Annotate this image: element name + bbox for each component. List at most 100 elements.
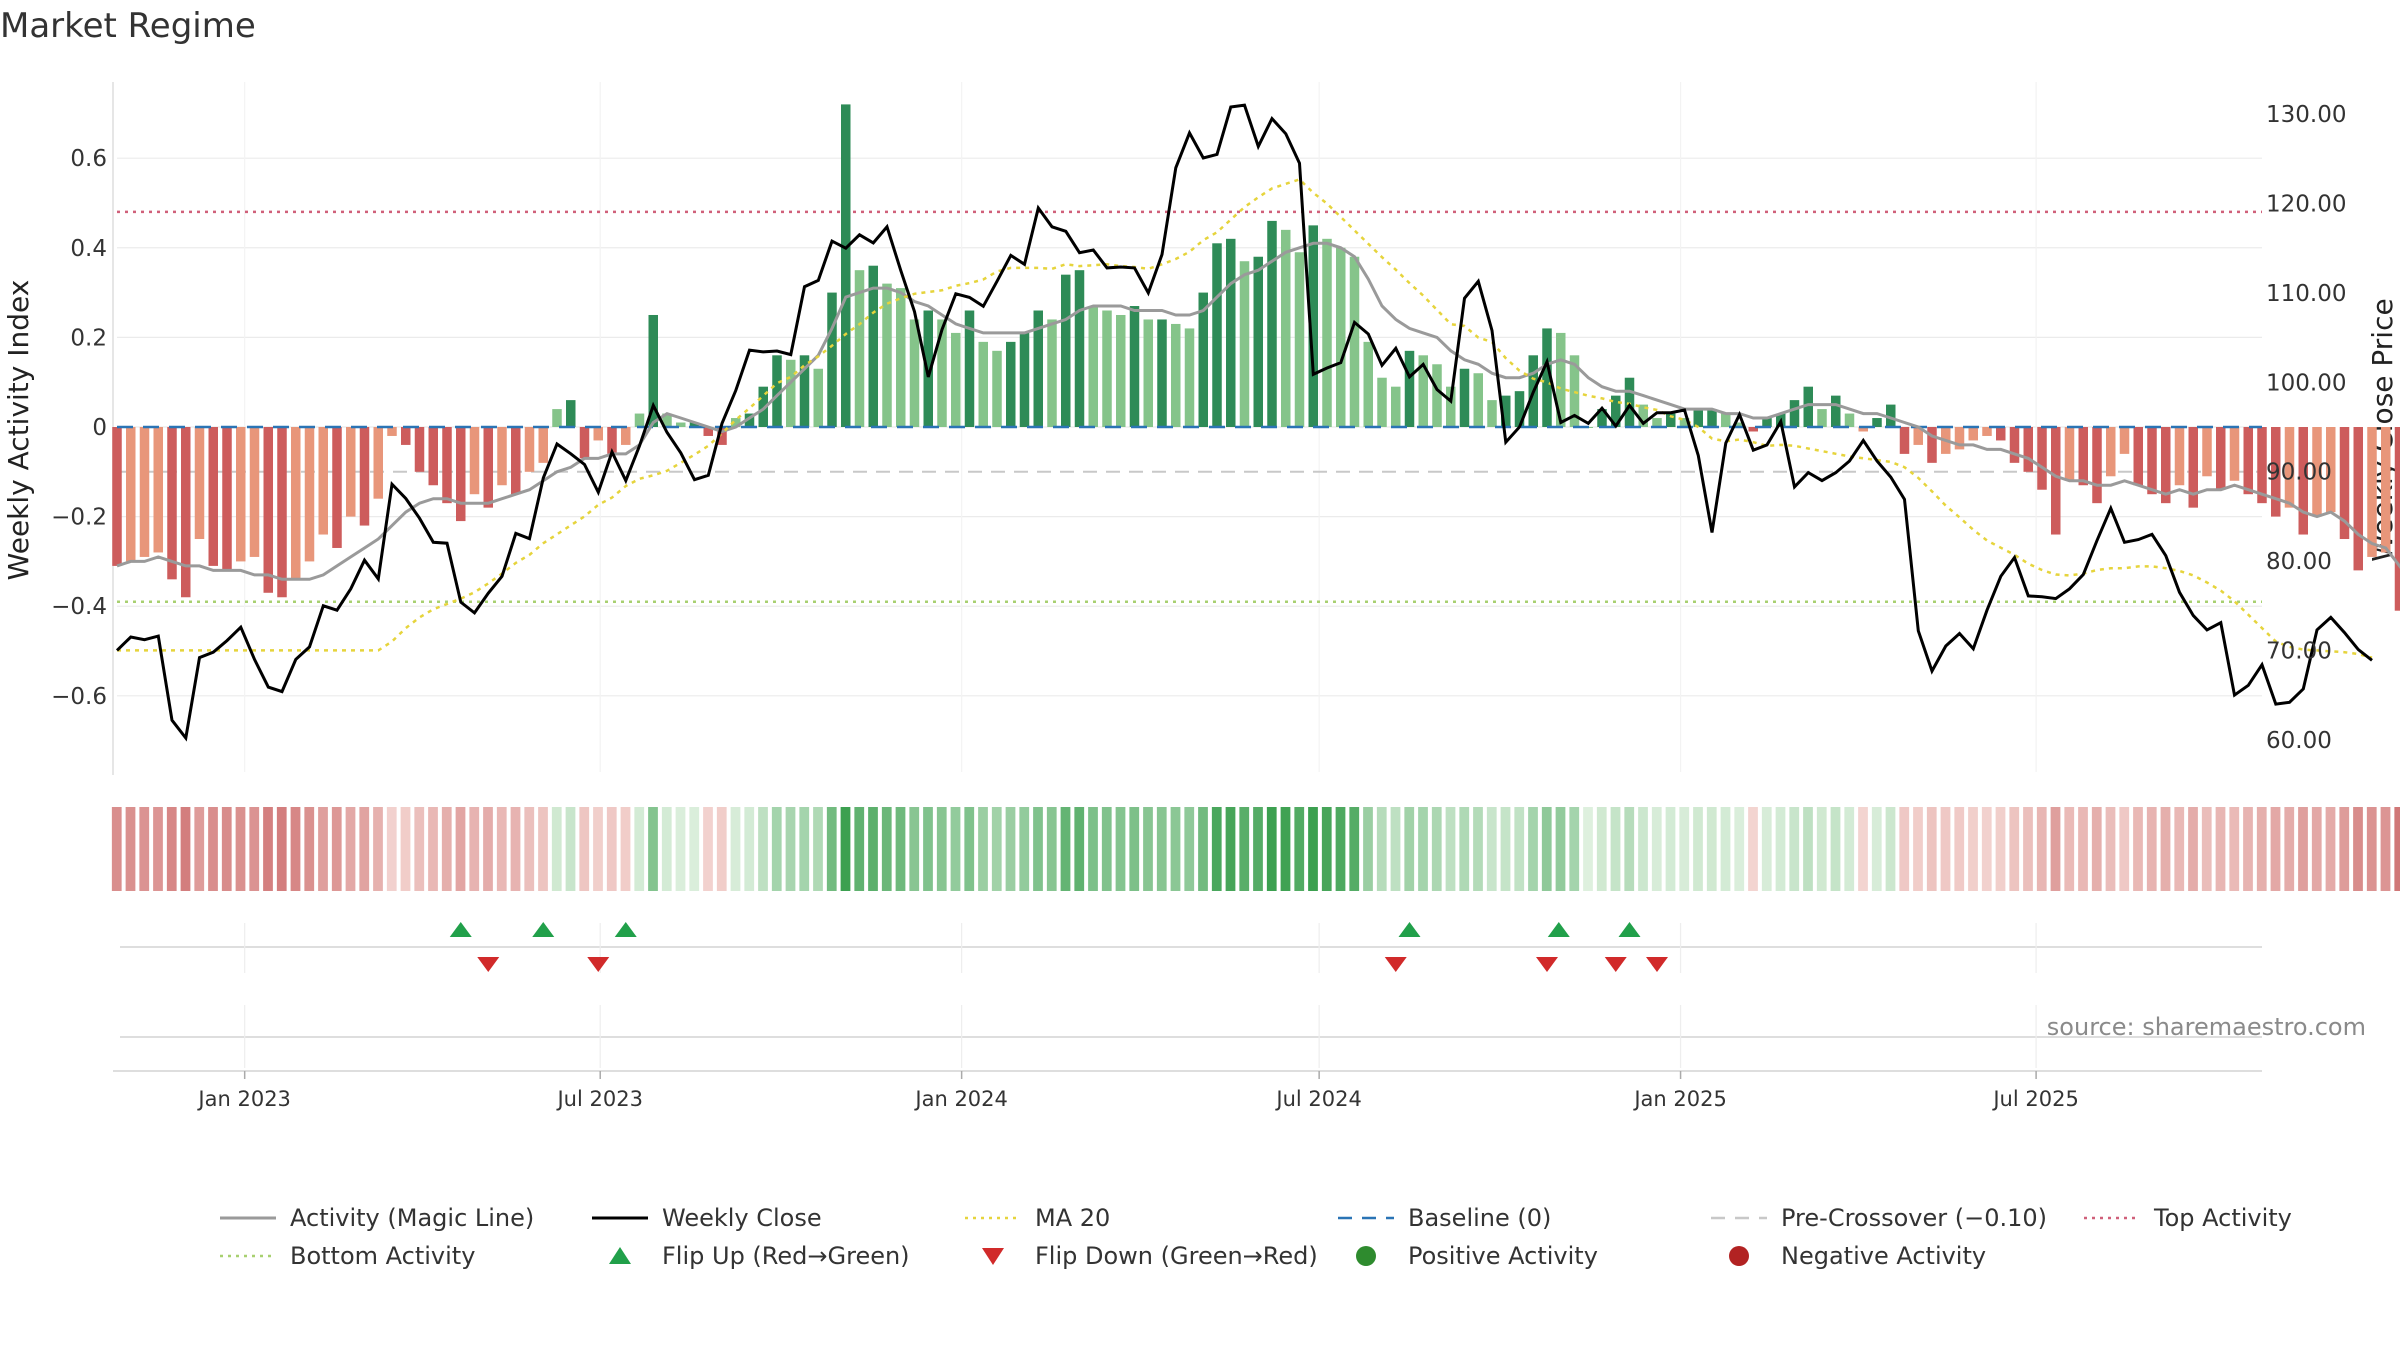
activity-bar bbox=[1281, 229, 1291, 427]
heat-cell bbox=[1981, 807, 1992, 891]
activity-bar bbox=[1666, 413, 1676, 427]
activity-bar bbox=[662, 413, 672, 427]
heat-cell bbox=[2023, 807, 2033, 891]
heat-cell bbox=[2105, 807, 2116, 891]
heat-cell bbox=[276, 807, 287, 891]
activity-bar bbox=[277, 427, 287, 598]
activity-bar bbox=[2216, 427, 2226, 490]
heat-cell bbox=[909, 807, 920, 891]
x-tick-label: Jul 2024 bbox=[1274, 1087, 1361, 1111]
heat-cell bbox=[1033, 807, 1043, 891]
heat-cell bbox=[1844, 807, 1855, 891]
legend-swatch bbox=[1729, 1246, 1749, 1266]
activity-bar bbox=[1817, 409, 1827, 427]
legend-item-close: Weekly Close bbox=[592, 1204, 822, 1232]
activity-bar bbox=[786, 359, 796, 427]
heat-cell bbox=[1541, 807, 1552, 891]
activity-bar bbox=[1872, 418, 1882, 427]
activity-bar bbox=[1432, 364, 1442, 427]
legend-label: Top Activity bbox=[2153, 1204, 2292, 1232]
activity-bar bbox=[579, 427, 590, 459]
activity-bar bbox=[1721, 413, 1731, 427]
heat-cell bbox=[2380, 807, 2391, 891]
activity-bar bbox=[2353, 427, 2363, 571]
left-tick-label: 0.6 bbox=[70, 146, 107, 172]
activity-bar bbox=[2257, 427, 2267, 504]
activity-bar bbox=[648, 314, 658, 427]
weekly-close-line bbox=[115, 103, 2373, 742]
heat-cell bbox=[1115, 807, 1126, 891]
activity-bar bbox=[1019, 332, 1030, 427]
heat-cell bbox=[1789, 807, 1800, 891]
activity-bar bbox=[2326, 427, 2336, 513]
activity-bars bbox=[112, 104, 2400, 611]
activity-bar bbox=[222, 427, 232, 571]
activity-bar bbox=[1184, 328, 1195, 427]
heat-cell bbox=[620, 807, 631, 891]
heat-cell bbox=[826, 807, 837, 891]
heat-cell bbox=[1748, 807, 1758, 891]
activity-bar bbox=[2023, 427, 2033, 472]
activity-bar bbox=[208, 427, 218, 566]
activity-bar bbox=[1212, 243, 1222, 427]
heat-cell bbox=[1170, 807, 1181, 891]
activity-bar bbox=[607, 427, 617, 454]
activity-bar bbox=[2394, 427, 2400, 611]
heat-cell bbox=[1968, 807, 1978, 891]
legend-label: Bottom Activity bbox=[290, 1242, 475, 1270]
legend-item-magic: Activity (Magic Line) bbox=[220, 1204, 534, 1232]
activity-bar bbox=[621, 427, 631, 445]
heat-cell bbox=[2325, 807, 2336, 891]
heat-cell bbox=[441, 807, 452, 891]
heat-cell bbox=[2353, 807, 2363, 891]
activity-bar bbox=[1638, 404, 1648, 427]
heat-cell bbox=[1431, 807, 1442, 891]
x-tick-label: Jul 2025 bbox=[1991, 1087, 2078, 1111]
activity-bar bbox=[1652, 418, 1662, 427]
activity-bar bbox=[2339, 427, 2350, 540]
heat-cell bbox=[400, 807, 411, 891]
heat-cell bbox=[2298, 807, 2308, 891]
x-tick-label: Jan 2023 bbox=[196, 1087, 291, 1111]
heat-cell bbox=[2119, 807, 2130, 891]
heat-cell bbox=[1913, 807, 1923, 891]
activity-bar bbox=[1349, 256, 1360, 427]
flip-up-marker bbox=[1618, 922, 1641, 937]
heat-cell bbox=[950, 807, 961, 891]
left-tick-label: −0.4 bbox=[51, 594, 107, 620]
legend-label: Flip Down (Green→Red) bbox=[1035, 1242, 1318, 1270]
heat-cell bbox=[194, 807, 205, 891]
heat-cell bbox=[1005, 807, 1016, 891]
activity-bar bbox=[758, 386, 768, 427]
heat-cell bbox=[1184, 807, 1195, 891]
heat-cell bbox=[978, 807, 988, 891]
activity-bar bbox=[511, 427, 521, 495]
heat-cell bbox=[2394, 807, 2400, 891]
activity-bar bbox=[1404, 350, 1415, 427]
activity-bar bbox=[1418, 355, 1428, 427]
heat-cell bbox=[469, 807, 480, 891]
legend-label: Positive Activity bbox=[1408, 1242, 1598, 1270]
flip-down-marker bbox=[1536, 957, 1558, 972]
activity-bar bbox=[153, 427, 163, 553]
heat-cell bbox=[2311, 807, 2322, 891]
flip-down-marker bbox=[1604, 957, 1627, 972]
heat-cell bbox=[1858, 807, 1868, 891]
heat-cell bbox=[634, 807, 645, 891]
series-lines bbox=[115, 103, 2400, 742]
heat-cell bbox=[1019, 807, 1030, 891]
heat-cell bbox=[496, 807, 507, 891]
x-tick-label: Jan 2024 bbox=[913, 1087, 1008, 1111]
heat-cell bbox=[2270, 807, 2281, 891]
activity-bar bbox=[951, 332, 961, 427]
activity-bar bbox=[1982, 427, 1992, 436]
heat-cell bbox=[2146, 807, 2157, 891]
activity-bar bbox=[469, 427, 480, 495]
heat-cell bbox=[111, 807, 122, 891]
heat-cell bbox=[1376, 807, 1387, 891]
legend-swatch bbox=[609, 1247, 631, 1264]
heat-cell bbox=[799, 807, 810, 891]
activity-bar bbox=[1047, 319, 1057, 427]
heat-cell bbox=[2036, 807, 2047, 891]
